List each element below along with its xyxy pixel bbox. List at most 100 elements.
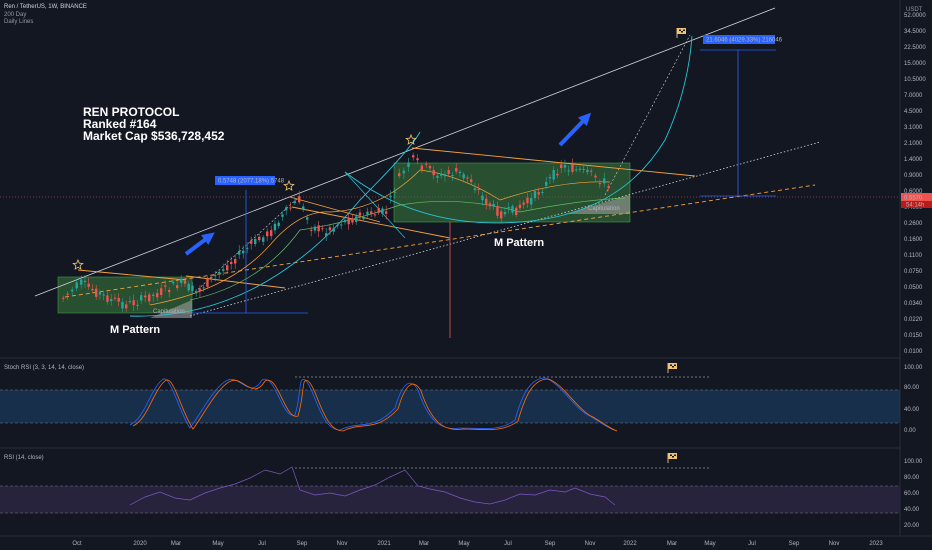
- time-tick-label: Sep: [297, 541, 308, 547]
- candle-body: [393, 191, 397, 193]
- flag-icon: [676, 28, 686, 38]
- candle-body: [180, 278, 183, 283]
- price-tick-label: 34.5000: [904, 29, 926, 35]
- candle-body: [436, 175, 439, 178]
- current-price-badge: [901, 193, 932, 201]
- time-tick-label: 2021: [377, 541, 391, 547]
- measure-label-left: 0.5748 (2077.18%) 5748: [218, 179, 285, 185]
- price-tick-label: 0.2600: [904, 221, 923, 227]
- candle-body: [548, 176, 552, 179]
- flag-icon: [667, 453, 677, 463]
- candle-body: [156, 293, 159, 298]
- time-tick-label: Oct: [72, 541, 82, 547]
- candle-body: [222, 269, 225, 271]
- candle-body: [343, 219, 347, 223]
- candle-body: [552, 170, 555, 180]
- candle-body: [98, 292, 102, 295]
- candle-body: [198, 288, 202, 292]
- candle-body: [293, 201, 297, 204]
- candle-body: [328, 227, 332, 231]
- candle-body: [226, 265, 229, 271]
- price-tick-label: 1.4000: [904, 157, 923, 163]
- candle-body: [176, 285, 179, 289]
- time-tick-label: 2023: [869, 541, 883, 547]
- orange-line: [185, 275, 286, 289]
- stoch-axis-label: 80.00: [904, 385, 920, 391]
- candle-body: [402, 170, 406, 174]
- star-icon: [72, 258, 84, 270]
- candle-body: [420, 165, 424, 170]
- stoch-axis-label: 100.00: [904, 365, 923, 371]
- candle-body: [144, 295, 147, 298]
- candle-body: [455, 168, 458, 172]
- candle-body: [62, 297, 65, 299]
- annotation-marketcap: Market Cap $536,728,452: [83, 129, 225, 143]
- price-tick-label: 3.1000: [904, 125, 923, 131]
- candle-body: [598, 183, 602, 185]
- candle-body: [377, 208, 380, 213]
- candle-body: [578, 168, 582, 170]
- candle-body: [270, 230, 273, 237]
- candle-body: [447, 170, 450, 174]
- candle-body: [306, 217, 309, 220]
- price-tick-label: 10.5000: [904, 77, 926, 83]
- candle-body: [560, 164, 563, 169]
- time-tick-label: Mar: [667, 541, 677, 547]
- time-tick-label: Sep: [545, 541, 556, 547]
- capitulation-shape-left: [150, 300, 192, 318]
- time-tick-label: Mar: [171, 541, 181, 547]
- measure-label-left-bg: [215, 176, 275, 185]
- candle-body: [246, 247, 249, 249]
- price-tick-label: 52.0000: [904, 13, 926, 19]
- candle-body: [567, 170, 570, 172]
- candle-body: [117, 297, 120, 302]
- candle-body: [325, 233, 328, 237]
- candle-body: [416, 158, 419, 161]
- candle-body: [66, 293, 69, 295]
- candle-body: [148, 294, 151, 302]
- stoch-d-line: [132, 378, 618, 432]
- candle-body: [273, 223, 277, 231]
- flag-icon: [667, 363, 677, 373]
- candle-body: [310, 229, 313, 231]
- candle-body: [370, 211, 373, 215]
- price-tick-label: 2.1000: [904, 141, 923, 147]
- stoch-axis-label: 0.00: [904, 428, 916, 434]
- candle-body: [358, 212, 362, 216]
- ma-green: [189, 197, 626, 301]
- candle-body: [432, 170, 435, 176]
- candle-body: [258, 236, 261, 241]
- stoch-rsi-band: [0, 390, 900, 423]
- candle-body: [168, 290, 171, 293]
- stoch-rsi-label: Stoch RSI (3, 3, 14, 14, close): [4, 365, 85, 371]
- candle-body: [428, 166, 432, 169]
- candle-body: [503, 211, 507, 215]
- candle-body: [373, 214, 377, 216]
- candle-body: [347, 218, 350, 225]
- symbol-title: Ren / TetherUS, 1W, BINANCE: [4, 4, 87, 10]
- candle-body: [125, 304, 128, 309]
- candle-body: [470, 179, 473, 183]
- candle-body: [87, 283, 90, 287]
- candle-body: [582, 168, 585, 170]
- candle-body: [451, 174, 454, 176]
- candle-body: [152, 294, 155, 297]
- price-tick-label: 0.0100: [904, 349, 923, 355]
- stoch-axis-label: 40.00: [904, 407, 920, 413]
- price-tick-label: 0.1100: [904, 253, 923, 259]
- rsi-band: [0, 486, 900, 513]
- candle-body: [187, 283, 190, 291]
- candle-body: [466, 177, 469, 179]
- candle-body: [210, 276, 213, 279]
- candle-body: [121, 301, 124, 309]
- candle-body: [302, 206, 305, 210]
- time-tick-label: 2020: [133, 541, 147, 547]
- price-tick-label: 0.0750: [904, 269, 923, 275]
- candle-body: [132, 300, 135, 306]
- candle-body: [530, 198, 533, 205]
- currency-label: USDT: [906, 7, 923, 13]
- time-tick-label: Nov: [585, 541, 596, 547]
- parabolic-curve-right: [344, 35, 693, 224]
- candle-body: [515, 207, 518, 215]
